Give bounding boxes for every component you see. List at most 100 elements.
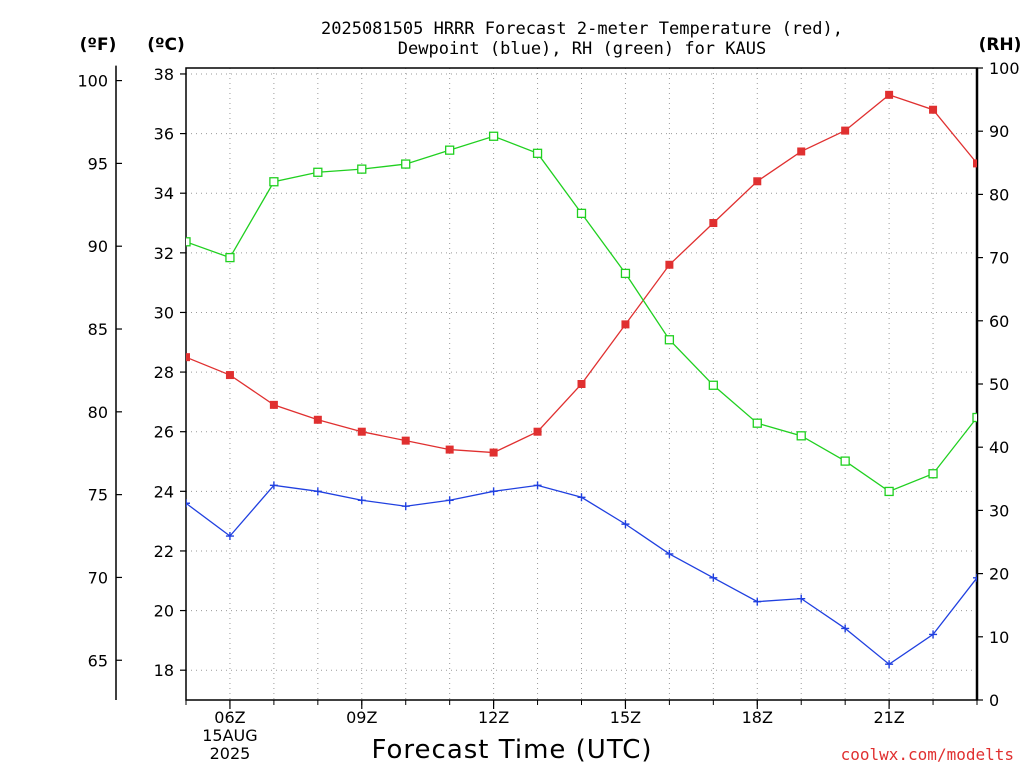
rh-tick-label: 40 bbox=[989, 438, 1009, 457]
rh-point bbox=[532, 148, 543, 158]
celsius-tick-label: 32 bbox=[154, 244, 174, 263]
rh-unit-label: (RH) bbox=[979, 35, 1022, 55]
rh-tick-label: 0 bbox=[989, 691, 999, 710]
rh-point bbox=[972, 412, 977, 423]
x-tick-label: 21Z bbox=[873, 708, 904, 727]
celsius-tick-label: 34 bbox=[154, 184, 174, 203]
rh-point bbox=[708, 380, 718, 390]
dewpoint-point bbox=[533, 481, 542, 490]
x-tick-label: 12Z bbox=[478, 708, 509, 727]
rh-point bbox=[445, 145, 455, 155]
dewpoint-point bbox=[797, 594, 806, 603]
rh-tick-label: 20 bbox=[989, 565, 1009, 584]
rh-point bbox=[186, 237, 191, 247]
data-series bbox=[186, 90, 977, 669]
rh-point bbox=[752, 418, 762, 428]
dewpoint-point bbox=[841, 624, 850, 633]
rh-tick-label: 50 bbox=[989, 375, 1009, 394]
x-axis-title: Forecast Time (UTC) bbox=[371, 735, 652, 765]
celsius-tick-label: 22 bbox=[154, 542, 174, 561]
temperature-point bbox=[577, 380, 586, 388]
temperature-point bbox=[445, 445, 454, 454]
celsius-tick-label: 26 bbox=[154, 423, 174, 442]
dewpoint-point bbox=[621, 520, 630, 529]
fahrenheit-tick-label: 95 bbox=[88, 154, 108, 173]
rh-point bbox=[488, 131, 499, 141]
temperature-point bbox=[533, 427, 542, 436]
rh-point bbox=[928, 469, 938, 479]
rh-point bbox=[269, 177, 279, 187]
rh-tick-label: 80 bbox=[989, 185, 1009, 204]
rh-point bbox=[225, 252, 235, 263]
rh-point bbox=[576, 208, 587, 219]
fahrenheit-tick-label: 85 bbox=[88, 320, 108, 339]
temperature-point bbox=[621, 320, 630, 329]
celsius-tick-label: 38 bbox=[154, 65, 174, 84]
dewpoint-point bbox=[269, 481, 278, 490]
celsius-tick-label: 30 bbox=[154, 303, 174, 322]
dewpoint-point bbox=[577, 493, 586, 502]
celsius-tick-label: 24 bbox=[154, 482, 174, 501]
dewpoint-point bbox=[665, 549, 674, 558]
rh-tick-label: 70 bbox=[989, 249, 1009, 268]
rh-point bbox=[884, 486, 894, 497]
rh-tick-label: 100 bbox=[989, 59, 1020, 78]
dewpoint-point bbox=[885, 660, 894, 669]
rh-point bbox=[401, 159, 411, 169]
credit-label: coolwx.com/modelts bbox=[841, 745, 1014, 764]
temperature-point bbox=[269, 400, 278, 409]
temperature-point bbox=[357, 427, 366, 436]
temperature-point bbox=[929, 105, 938, 114]
fahrenheit-tick-label: 75 bbox=[88, 486, 108, 505]
temperature-series bbox=[186, 90, 977, 457]
rh-point bbox=[796, 431, 806, 441]
celsius-tick-label: 18 bbox=[154, 661, 174, 680]
dewpoint-point bbox=[489, 487, 498, 496]
rh-tick-label: 10 bbox=[989, 628, 1009, 647]
dewpoint-line bbox=[186, 484, 977, 666]
temperature-point bbox=[313, 415, 322, 424]
rh-tick-label: 60 bbox=[989, 312, 1009, 331]
rh-point bbox=[357, 164, 367, 174]
celsius-tick-label: 28 bbox=[154, 363, 174, 382]
fahrenheit-tick-label: 90 bbox=[88, 237, 108, 256]
temperature-point bbox=[797, 147, 806, 156]
dewpoint-point bbox=[445, 496, 454, 505]
rh-tick-label: 90 bbox=[989, 122, 1009, 141]
temperature-point bbox=[973, 159, 977, 168]
dewpoint-point bbox=[753, 597, 762, 606]
dewpoint-point bbox=[973, 573, 977, 582]
x-tick-label: 2025 bbox=[210, 744, 251, 763]
fahrenheit-tick-label: 80 bbox=[88, 403, 108, 422]
x-tick-label: 15AUG bbox=[202, 726, 257, 745]
x-tick-label: 18Z bbox=[742, 708, 773, 727]
fahrenheit-tick-label: 65 bbox=[88, 651, 108, 670]
temperature-point bbox=[885, 90, 894, 99]
temperature-point bbox=[401, 436, 410, 445]
axes bbox=[115, 65, 979, 701]
rh-point bbox=[620, 268, 631, 279]
x-tick-label: 09Z bbox=[346, 708, 377, 727]
temperature-point bbox=[225, 371, 234, 380]
temperature-point bbox=[489, 448, 498, 457]
celsius-tick-label: 36 bbox=[154, 125, 174, 144]
rh-point bbox=[313, 167, 323, 177]
chart-title-line1: 2025081505 HRRR Forecast 2-meter Tempera… bbox=[321, 19, 843, 39]
x-tick-label: 15Z bbox=[610, 708, 641, 727]
dewpoint-series bbox=[186, 481, 977, 669]
rh-point bbox=[664, 335, 675, 345]
axis-ticks: 1820222426283032343638657075808590951000… bbox=[77, 59, 1019, 763]
temperature-point bbox=[665, 260, 674, 269]
dewpoint-point bbox=[186, 499, 190, 508]
temperature-point bbox=[709, 219, 718, 228]
celsius-unit-label: (ºC) bbox=[147, 35, 185, 55]
temperature-point bbox=[841, 126, 850, 135]
temperature-point bbox=[186, 353, 190, 362]
dewpoint-point bbox=[929, 630, 938, 639]
dewpoint-point bbox=[313, 487, 322, 496]
temperature-point bbox=[753, 177, 762, 186]
fahrenheit-tick-label: 100 bbox=[77, 72, 108, 91]
fahrenheit-tick-label: 70 bbox=[88, 568, 108, 587]
dewpoint-point bbox=[225, 532, 234, 541]
